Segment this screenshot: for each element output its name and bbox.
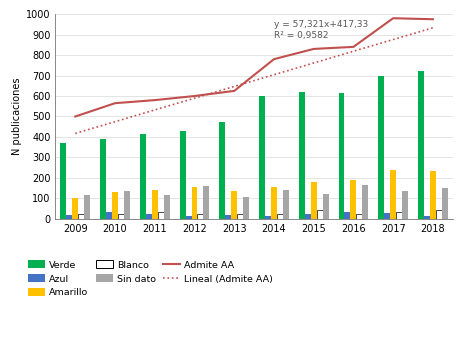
Bar (197, 214, 203, 219)
Bar (390, 170, 396, 219)
Bar (396, 212, 402, 219)
Bar (164, 195, 170, 219)
Bar (106, 212, 112, 219)
Bar (356, 214, 362, 219)
Bar (146, 214, 152, 219)
Bar (265, 216, 271, 219)
Bar (243, 197, 249, 219)
Bar (277, 214, 283, 219)
Bar (140, 134, 146, 219)
Bar (351, 180, 356, 219)
Bar (100, 139, 106, 219)
Bar (158, 212, 164, 219)
Bar (225, 215, 231, 219)
Bar (84, 195, 90, 219)
Bar (339, 93, 345, 219)
Bar (192, 187, 197, 219)
Bar (402, 191, 408, 219)
Bar (112, 192, 118, 219)
Text: y = 57,321x+417,33
R² = 0,9582: y = 57,321x+417,33 R² = 0,9582 (274, 20, 368, 40)
Bar (424, 216, 430, 219)
Bar (436, 210, 442, 219)
Bar (442, 188, 448, 219)
Bar (124, 191, 130, 219)
Bar (219, 121, 225, 219)
Bar (299, 92, 305, 219)
Bar (384, 213, 390, 219)
Bar (430, 171, 436, 219)
Bar (67, 215, 73, 219)
Legend: Verde, Azul, Amarillo, Blanco, Sin dato, Admite AA, Lineal (Admite AA): Verde, Azul, Amarillo, Blanco, Sin dato,… (28, 261, 273, 298)
Bar (283, 190, 289, 219)
Bar (61, 143, 67, 219)
Bar (203, 186, 209, 219)
Bar (418, 71, 424, 219)
Bar (271, 187, 277, 219)
Bar (322, 194, 328, 219)
Bar (152, 190, 158, 219)
Bar (231, 191, 237, 219)
Bar (305, 214, 311, 219)
Bar (118, 214, 124, 219)
Bar (186, 216, 192, 219)
Bar (311, 182, 316, 219)
Bar (78, 214, 84, 219)
Bar (73, 198, 78, 219)
Bar (180, 131, 186, 219)
Bar (259, 96, 265, 219)
Bar (345, 212, 351, 219)
Bar (378, 76, 384, 219)
Bar (362, 185, 368, 219)
Bar (316, 210, 322, 219)
Bar (237, 214, 243, 219)
Y-axis label: N publicaciones: N publicaciones (12, 78, 22, 155)
